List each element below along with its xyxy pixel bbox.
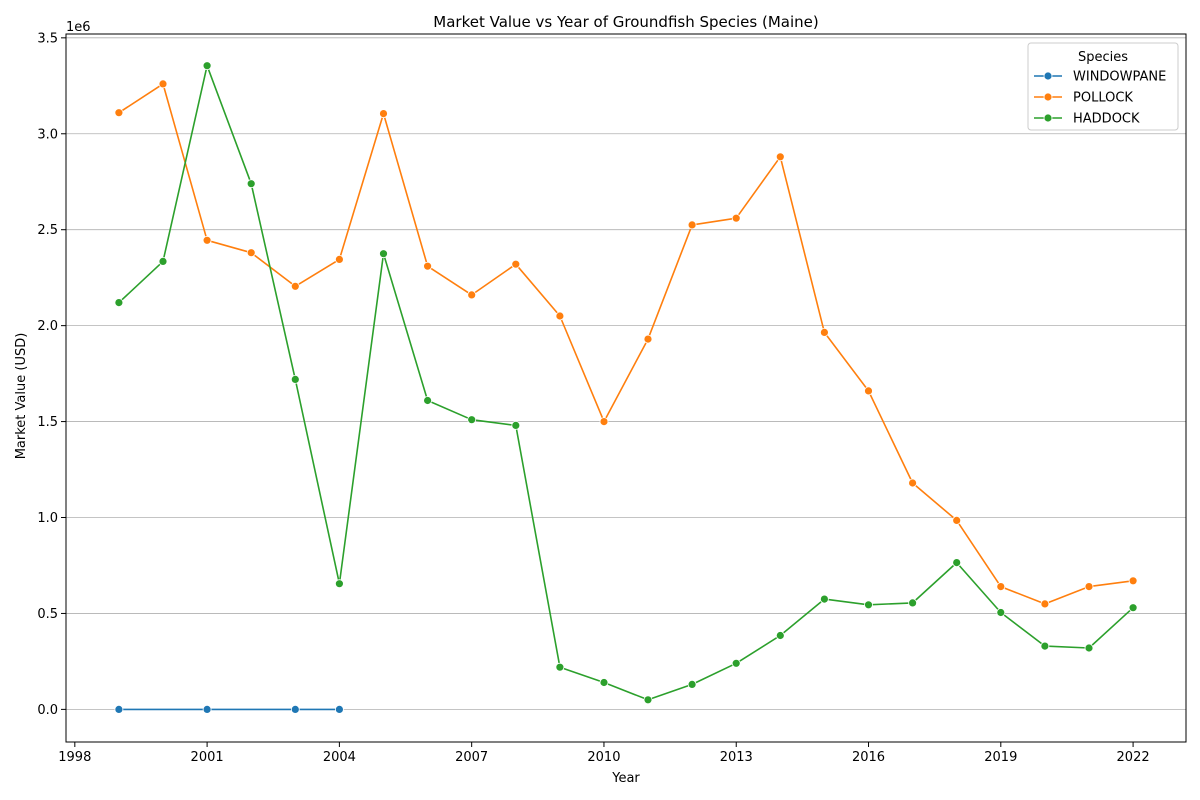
legend-marker bbox=[1043, 92, 1053, 102]
y-tick-label: 2.5 bbox=[37, 223, 58, 238]
x-tick-label: 2001 bbox=[191, 750, 224, 765]
data-point-pollock bbox=[379, 109, 388, 118]
data-point-haddock bbox=[334, 579, 344, 589]
data-point-pollock bbox=[687, 220, 697, 230]
x-tick-label: 2022 bbox=[1117, 750, 1150, 765]
data-point-pollock bbox=[1084, 582, 1094, 591]
data-point-pollock bbox=[820, 327, 829, 337]
data-point-haddock bbox=[599, 678, 609, 687]
y-tick-label: 0.5 bbox=[37, 607, 58, 622]
data-point-pollock bbox=[864, 386, 873, 396]
x-tick-label: 2007 bbox=[455, 750, 488, 765]
series-line-haddock bbox=[118, 64, 1134, 701]
data-point-haddock bbox=[379, 249, 388, 259]
legend-item-haddock: HADDOCK bbox=[1034, 112, 1140, 127]
data-point-haddock bbox=[996, 608, 1006, 617]
y-axis-title: Market Value (USD) bbox=[14, 333, 29, 460]
data-point-pollock bbox=[1128, 576, 1138, 586]
data-point-haddock bbox=[555, 662, 565, 672]
series-windowpane bbox=[114, 705, 344, 714]
y-tick-label: 2.0 bbox=[37, 319, 58, 334]
series-line-pollock bbox=[118, 83, 1134, 605]
data-point-pollock bbox=[511, 259, 521, 269]
data-point-pollock bbox=[423, 261, 433, 271]
legend-label: POLLOCK bbox=[1073, 91, 1133, 106]
data-point-pollock bbox=[467, 290, 477, 300]
y-tick-label: 1.0 bbox=[37, 511, 58, 526]
series-lines bbox=[114, 61, 1138, 714]
data-point-pollock bbox=[290, 281, 300, 291]
data-point-pollock bbox=[996, 582, 1006, 591]
x-tick-label: 2013 bbox=[720, 750, 753, 765]
y-axis-ticks: 0.0 0.5 1.0 1.5 2.0 2.5 3.0 3.5 bbox=[37, 31, 66, 718]
y-tick-label: 0.0 bbox=[37, 703, 58, 718]
data-point-haddock bbox=[731, 658, 741, 668]
legend-title: Species bbox=[1078, 50, 1128, 65]
data-point-windowpane bbox=[202, 705, 212, 714]
data-point-haddock bbox=[775, 631, 785, 640]
y-tick-label: 1.5 bbox=[37, 415, 58, 430]
data-point-pollock bbox=[908, 478, 917, 488]
chart-title: Market Value vs Year of Groundfish Speci… bbox=[433, 13, 818, 31]
data-point-haddock bbox=[643, 695, 653, 705]
data-point-pollock bbox=[114, 108, 124, 118]
data-point-haddock bbox=[423, 396, 433, 405]
data-point-pollock bbox=[1040, 599, 1050, 609]
legend-box bbox=[1027, 42, 1179, 131]
gridlines bbox=[66, 37, 1186, 710]
plot-area-frame bbox=[65, 33, 1187, 743]
data-point-pollock bbox=[775, 152, 785, 162]
data-point-haddock bbox=[246, 179, 256, 189]
x-axis-ticks: 1998 2001 2004 2007 2010 2013 2016 2019 2022 bbox=[58, 742, 1150, 765]
series-pollock bbox=[114, 79, 1138, 609]
legend-item-pollock: POLLOCK bbox=[1034, 91, 1133, 106]
legend: Species WINDOWPANE POLLOCK HADDOCK bbox=[1027, 42, 1179, 131]
legend-marker bbox=[1043, 113, 1053, 123]
data-point-pollock bbox=[246, 248, 256, 258]
data-point-haddock bbox=[864, 600, 873, 610]
data-point-haddock bbox=[908, 598, 917, 608]
data-point-haddock bbox=[687, 680, 697, 689]
data-point-windowpane bbox=[334, 705, 344, 714]
data-point-windowpane bbox=[114, 705, 124, 714]
data-point-haddock bbox=[952, 558, 962, 567]
legend-items: WINDOWPANE POLLOCK HADDOCK bbox=[1034, 70, 1166, 127]
x-tick-label: 2010 bbox=[587, 750, 620, 765]
x-axis-title: Year bbox=[611, 771, 640, 786]
data-point-haddock bbox=[290, 374, 300, 384]
legend-label: HADDOCK bbox=[1073, 112, 1140, 127]
x-tick-label: 2019 bbox=[984, 750, 1017, 765]
data-point-pollock bbox=[599, 417, 609, 427]
legend-marker bbox=[1043, 71, 1053, 81]
data-point-pollock bbox=[643, 334, 653, 344]
data-point-pollock bbox=[555, 311, 565, 321]
data-point-pollock bbox=[334, 254, 344, 264]
legend-item-windowpane: WINDOWPANE bbox=[1034, 70, 1166, 85]
data-point-haddock bbox=[1040, 641, 1050, 651]
data-point-pollock bbox=[731, 213, 741, 223]
data-point-pollock bbox=[202, 235, 212, 245]
data-point-pollock bbox=[952, 516, 962, 525]
data-point-haddock bbox=[158, 256, 168, 266]
x-tick-label: 1998 bbox=[58, 750, 91, 765]
data-point-haddock bbox=[467, 415, 477, 425]
x-tick-label: 2016 bbox=[852, 750, 885, 765]
data-point-haddock bbox=[202, 61, 212, 71]
data-point-haddock bbox=[114, 298, 124, 308]
y-tick-label: 3.5 bbox=[37, 31, 58, 46]
data-point-pollock bbox=[158, 79, 168, 89]
y-tick-label: 3.0 bbox=[37, 127, 58, 142]
data-point-haddock bbox=[820, 594, 829, 604]
data-point-windowpane bbox=[290, 705, 300, 714]
data-point-haddock bbox=[511, 420, 521, 430]
legend-label: WINDOWPANE bbox=[1073, 70, 1166, 85]
data-point-haddock bbox=[1128, 603, 1138, 613]
data-point-haddock bbox=[1084, 643, 1094, 653]
x-tick-label: 2004 bbox=[323, 750, 356, 765]
y-axis-scale-label: 1e6 bbox=[66, 20, 91, 35]
series-haddock bbox=[114, 61, 1138, 705]
